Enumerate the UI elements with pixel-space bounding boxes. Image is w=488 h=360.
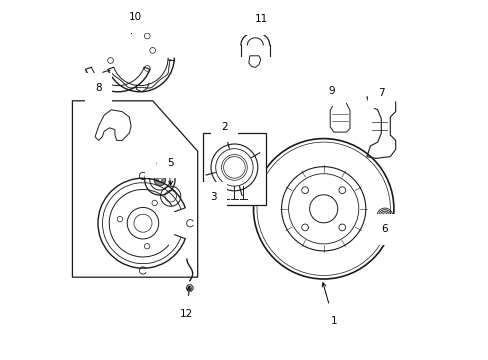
Text: 2: 2 — [221, 122, 227, 132]
Text: 12: 12 — [180, 287, 193, 319]
Text: 10: 10 — [129, 12, 142, 33]
Bar — [203, 133, 265, 205]
Text: 6: 6 — [381, 224, 387, 234]
Text: 4: 4 — [155, 158, 162, 168]
Text: 1: 1 — [322, 283, 336, 326]
Text: 5: 5 — [167, 158, 174, 185]
Text: 7: 7 — [374, 88, 384, 98]
Text: 3: 3 — [209, 192, 216, 202]
Text: 11: 11 — [255, 14, 268, 29]
Text: 8: 8 — [95, 83, 105, 94]
Text: 9: 9 — [328, 86, 335, 98]
